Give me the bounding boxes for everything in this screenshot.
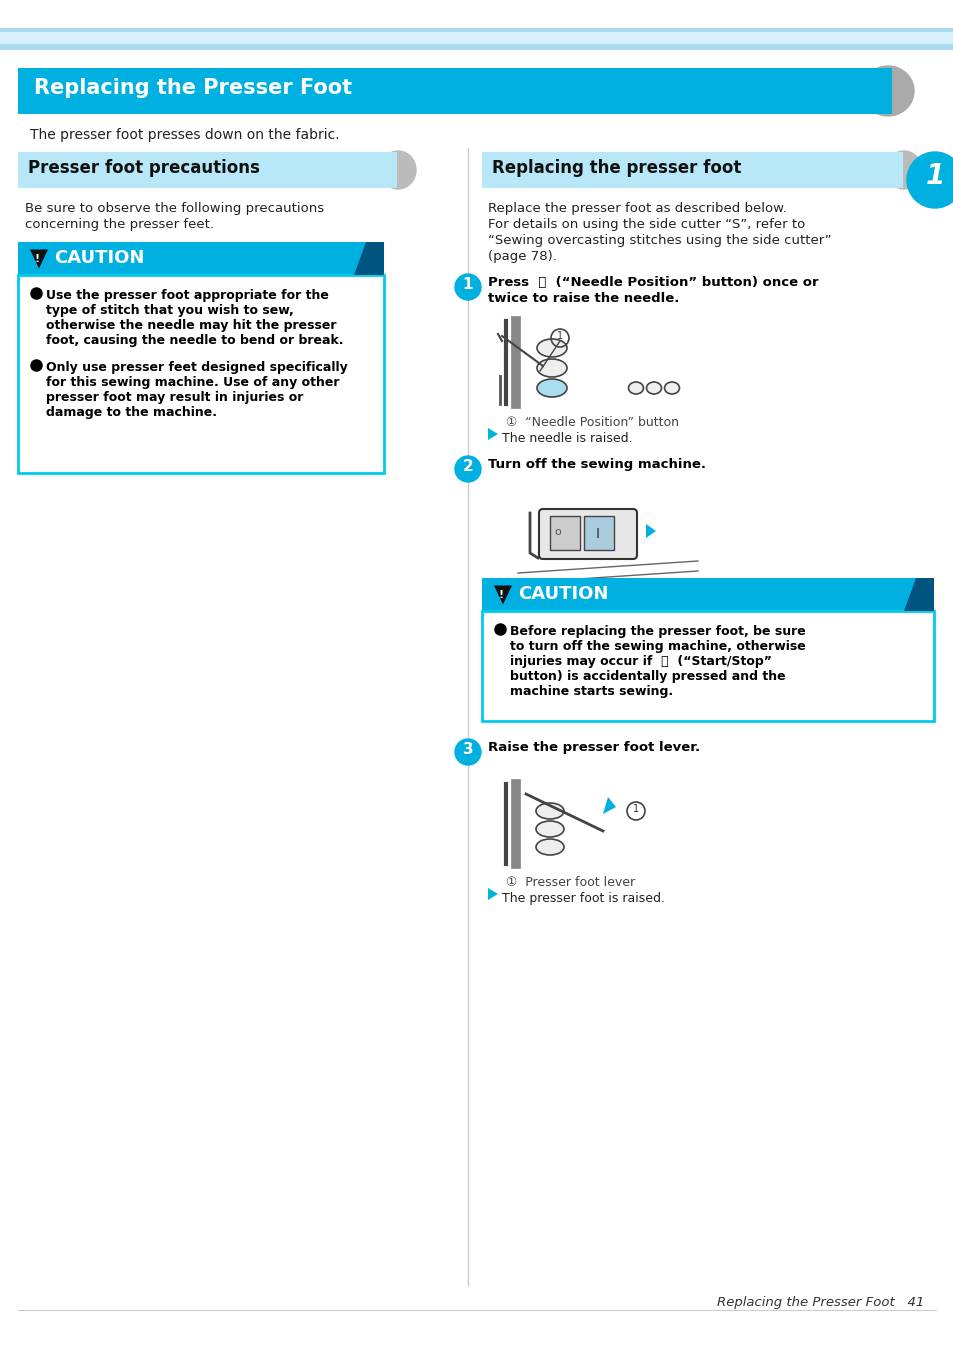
Text: The presser foot is raised.: The presser foot is raised.	[501, 892, 664, 905]
Ellipse shape	[646, 381, 660, 394]
Bar	[862, 67, 891, 115]
Text: Use the presser foot appropriate for the: Use the presser foot appropriate for the	[46, 288, 329, 302]
Text: !: !	[497, 589, 503, 600]
Bar	[550, 516, 579, 550]
Bar	[18, 152, 384, 187]
Bar	[378, 152, 396, 187]
Text: button) is accidentally pressed and the: button) is accidentally pressed and the	[510, 670, 785, 683]
Text: for this sewing machine. Use of any other: for this sewing machine. Use of any othe…	[46, 376, 339, 390]
Text: foot, causing the needle to bend or break.: foot, causing the needle to bend or brea…	[46, 334, 343, 346]
Text: 2: 2	[462, 460, 473, 474]
Bar	[481, 611, 933, 721]
Text: (page 78).: (page 78).	[488, 249, 557, 263]
Text: twice to raise the needle.: twice to raise the needle.	[488, 293, 679, 305]
Text: Replacing the Presser Foot: Replacing the Presser Foot	[34, 78, 352, 98]
Ellipse shape	[379, 151, 416, 189]
Text: CAUTION: CAUTION	[517, 585, 608, 603]
Text: Raise the presser foot lever.: Raise the presser foot lever.	[488, 741, 700, 754]
Bar	[583, 516, 614, 550]
Ellipse shape	[536, 821, 563, 837]
Text: The needle is raised.: The needle is raised.	[501, 431, 632, 445]
Ellipse shape	[536, 838, 563, 855]
Text: Replace the presser foot as described below.: Replace the presser foot as described be…	[488, 202, 786, 214]
Text: concerning the presser feet.: concerning the presser feet.	[25, 218, 213, 231]
Ellipse shape	[885, 151, 921, 189]
Circle shape	[906, 152, 953, 208]
Polygon shape	[645, 524, 656, 538]
Bar	[481, 578, 933, 611]
Polygon shape	[30, 249, 48, 268]
Text: !: !	[34, 253, 39, 263]
Polygon shape	[354, 243, 384, 275]
Ellipse shape	[537, 379, 566, 398]
Ellipse shape	[537, 338, 566, 357]
Text: Before replacing the presser foot, be sure: Before replacing the presser foot, be su…	[510, 625, 805, 638]
Text: Only use presser feet designed specifically: Only use presser feet designed specifica…	[46, 361, 348, 373]
Text: ①  “Needle Position” button: ① “Needle Position” button	[505, 417, 679, 429]
Circle shape	[455, 739, 480, 766]
Bar	[18, 67, 879, 115]
Bar	[481, 611, 933, 721]
Bar	[18, 275, 384, 473]
Text: CAUTION: CAUTION	[54, 249, 144, 267]
Text: 1: 1	[632, 803, 639, 814]
Polygon shape	[602, 797, 616, 814]
Text: otherwise the needle may hit the presser: otherwise the needle may hit the presser	[46, 319, 336, 332]
Text: I: I	[596, 527, 599, 541]
Ellipse shape	[628, 381, 643, 394]
Bar	[18, 275, 384, 473]
Ellipse shape	[862, 66, 913, 116]
Bar	[0, 28, 953, 50]
Text: 3: 3	[462, 741, 473, 758]
Text: 1: 1	[462, 276, 473, 293]
Text: type of stitch that you wish to sew,: type of stitch that you wish to sew,	[46, 305, 294, 317]
Text: Replacing the Presser Foot   41: Replacing the Presser Foot 41	[716, 1295, 923, 1309]
Text: ①  Presser foot lever: ① Presser foot lever	[505, 876, 635, 888]
Ellipse shape	[664, 381, 679, 394]
Polygon shape	[494, 585, 512, 604]
Polygon shape	[488, 888, 497, 900]
Ellipse shape	[537, 359, 566, 377]
Text: o: o	[554, 527, 560, 537]
Text: Press  ⓘ  (“Needle Position” button) once or: Press ⓘ (“Needle Position” button) once …	[488, 276, 818, 288]
Text: The presser foot presses down on the fabric.: The presser foot presses down on the fab…	[30, 128, 339, 142]
Polygon shape	[903, 578, 933, 611]
Text: Be sure to observe the following precautions: Be sure to observe the following precaut…	[25, 202, 324, 214]
Text: damage to the machine.: damage to the machine.	[46, 406, 216, 419]
Text: injuries may occur if  ⓘ  (“Start/Stop”: injuries may occur if ⓘ (“Start/Stop”	[510, 655, 771, 669]
Text: 1: 1	[557, 332, 562, 341]
Text: Presser foot precautions: Presser foot precautions	[28, 159, 259, 177]
Text: For details on using the side cutter “S”, refer to: For details on using the side cutter “S”…	[488, 218, 804, 231]
Bar	[0, 32, 953, 44]
Text: machine starts sewing.: machine starts sewing.	[510, 685, 673, 698]
Bar	[884, 152, 902, 187]
Text: 1: 1	[924, 162, 943, 190]
Bar	[18, 243, 384, 275]
Text: presser foot may result in injuries or: presser foot may result in injuries or	[46, 391, 303, 404]
Circle shape	[455, 456, 480, 483]
Ellipse shape	[536, 803, 563, 820]
Circle shape	[455, 274, 480, 301]
Text: “Sewing overcasting stitches using the side cutter”: “Sewing overcasting stitches using the s…	[488, 235, 831, 247]
Text: Turn off the sewing machine.: Turn off the sewing machine.	[488, 458, 705, 470]
Text: to turn off the sewing machine, otherwise: to turn off the sewing machine, otherwis…	[510, 640, 805, 652]
FancyBboxPatch shape	[538, 510, 637, 559]
Bar	[481, 152, 889, 187]
Text: Replacing the presser foot: Replacing the presser foot	[492, 159, 740, 177]
Polygon shape	[488, 429, 497, 439]
